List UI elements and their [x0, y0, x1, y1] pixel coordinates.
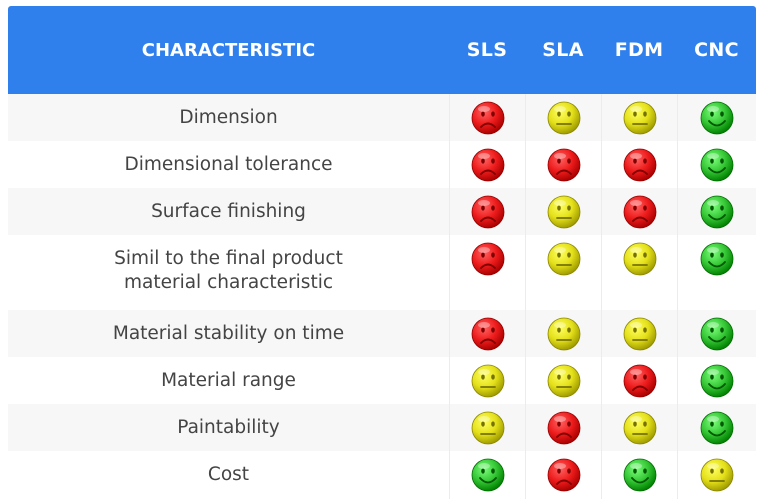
happy-face-icon	[623, 458, 656, 492]
sad-face-icon	[547, 148, 580, 182]
row-label-line: Material stability on time	[112, 322, 345, 344]
rating-cell	[601, 404, 677, 451]
rating-cell	[525, 451, 601, 499]
row-label-line: Material range	[161, 369, 296, 391]
row-label-line: Dimension	[179, 106, 278, 128]
header-fdm: FDM	[614, 39, 664, 61]
neutral-face-icon	[547, 242, 580, 276]
sad-face-icon	[471, 195, 504, 229]
neutral-face-icon	[471, 364, 504, 398]
row-label-line: Paintability	[177, 416, 280, 438]
happy-face-icon	[700, 148, 734, 182]
rating-cell	[449, 451, 525, 499]
rating-cell	[601, 357, 677, 404]
row-label: Material stability on time	[8, 310, 449, 357]
sad-face-icon	[623, 148, 656, 182]
rating-cell	[677, 404, 756, 451]
neutral-face-icon	[547, 364, 580, 398]
table-header: CHARACTERISTIC SLS SLA FDM CNC	[8, 6, 756, 94]
header-sls: SLS	[466, 39, 508, 61]
row-label: Paintability	[8, 404, 449, 451]
table-row: Cost	[8, 451, 756, 499]
sad-face-icon	[547, 411, 580, 445]
rating-cell	[449, 310, 525, 357]
rating-cell	[525, 357, 601, 404]
header-cnc: CNC	[694, 39, 739, 61]
table-row: Dimensional tolerance	[8, 141, 756, 188]
rating-cell	[601, 141, 677, 188]
table-row: Dimension	[8, 94, 756, 141]
sad-face-icon	[471, 101, 504, 135]
neutral-face-icon	[547, 317, 580, 351]
header-characteristic: CHARACTERISTIC	[141, 39, 316, 61]
happy-face-icon	[700, 195, 734, 229]
rating-cell	[677, 357, 756, 404]
row-label: Dimensional tolerance	[8, 141, 449, 188]
rating-cell	[525, 235, 601, 310]
rating-cell	[677, 451, 756, 499]
table-row: Paintability	[8, 404, 756, 451]
table-row: Material range	[8, 357, 756, 404]
neutral-face-icon	[700, 458, 734, 492]
neutral-face-icon	[623, 101, 656, 135]
row-label-line: Cost	[207, 464, 250, 485]
row-label: Dimension	[8, 94, 449, 141]
rating-cell	[449, 235, 525, 310]
table-row: Simil to the final product material char…	[8, 235, 756, 310]
rating-cell	[525, 404, 601, 451]
row-label-line: Simil to the final product	[114, 248, 343, 269]
neutral-face-icon	[547, 195, 580, 229]
rating-cell	[449, 141, 525, 188]
happy-face-icon	[471, 458, 504, 492]
rating-cell	[677, 235, 756, 310]
rating-cell	[449, 404, 525, 451]
happy-face-icon	[700, 101, 734, 135]
rating-cell	[601, 310, 677, 357]
neutral-face-icon	[623, 317, 656, 351]
rating-cell	[677, 141, 756, 188]
neutral-face-icon	[623, 242, 656, 276]
rating-cell	[601, 451, 677, 499]
happy-face-icon	[700, 242, 734, 276]
neutral-face-icon	[471, 411, 504, 445]
rating-cell	[449, 188, 525, 235]
rating-cell	[525, 310, 601, 357]
rating-cell	[677, 94, 756, 141]
rating-cell	[449, 94, 525, 141]
neutral-face-icon	[623, 411, 656, 445]
sad-face-icon	[547, 458, 580, 492]
sad-face-icon	[623, 364, 656, 398]
comparison-table: CHARACTERISTIC SLS SLA FDM CNC Dimension…	[8, 6, 756, 499]
sad-face-icon	[471, 148, 504, 182]
table-row: Material stability on time	[8, 310, 756, 357]
rating-cell	[525, 94, 601, 141]
row-label-line: Surface finishing	[151, 200, 306, 222]
row-label: Cost	[8, 451, 449, 499]
rating-cell	[601, 235, 677, 310]
row-label-line: material characteristic	[123, 272, 334, 293]
row-label: Surface finishing	[8, 188, 449, 235]
table-row: Surface finishing	[8, 188, 756, 235]
rating-cell	[677, 188, 756, 235]
happy-face-icon	[700, 317, 734, 351]
sad-face-icon	[623, 195, 656, 229]
rating-cell	[601, 94, 677, 141]
rating-cell	[525, 141, 601, 188]
header-sla: SLA	[542, 39, 584, 61]
happy-face-icon	[700, 364, 734, 398]
rating-cell	[525, 188, 601, 235]
row-label: Simil to the final product material char…	[8, 235, 449, 310]
rating-cell	[449, 357, 525, 404]
neutral-face-icon	[547, 101, 580, 135]
row-label-line: Dimensional tolerance	[124, 153, 333, 175]
happy-face-icon	[700, 411, 734, 445]
row-label: Material range	[8, 357, 449, 404]
sad-face-icon	[471, 317, 504, 351]
sad-face-icon	[471, 242, 504, 276]
rating-cell	[601, 188, 677, 235]
rating-cell	[677, 310, 756, 357]
